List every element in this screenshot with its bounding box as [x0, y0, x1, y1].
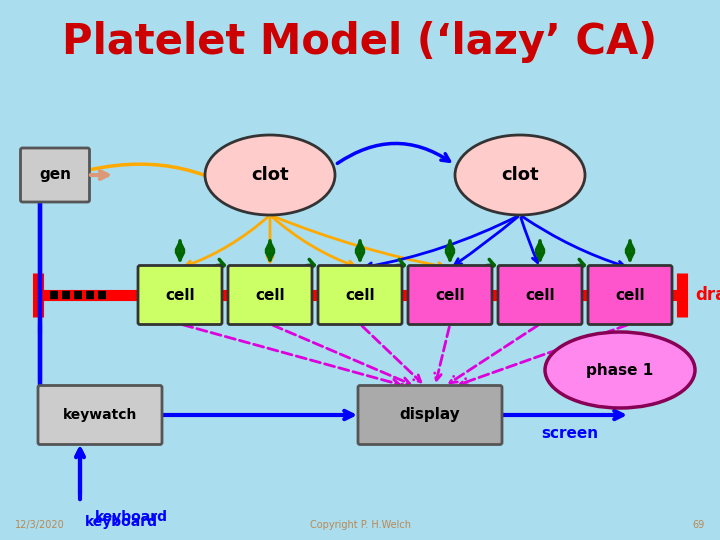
Text: Platelet Model (‘lazy’ CA): Platelet Model (‘lazy’ CA) [63, 21, 657, 63]
Text: cell: cell [345, 287, 375, 302]
Text: clot: clot [251, 166, 289, 184]
Text: 12/3/2020: 12/3/2020 [15, 520, 65, 530]
Text: gen: gen [39, 167, 71, 183]
FancyBboxPatch shape [228, 266, 312, 325]
Text: screen: screen [541, 426, 598, 441]
Ellipse shape [545, 332, 695, 408]
Text: keyboard: keyboard [95, 510, 168, 524]
Text: keywatch: keywatch [63, 408, 138, 422]
Text: cell: cell [255, 287, 285, 302]
Text: draw: draw [695, 286, 720, 304]
FancyBboxPatch shape [408, 266, 492, 325]
Text: keyboard: keyboard [85, 515, 158, 529]
FancyBboxPatch shape [318, 266, 402, 325]
FancyBboxPatch shape [498, 266, 582, 325]
FancyBboxPatch shape [20, 148, 89, 202]
FancyBboxPatch shape [358, 386, 502, 444]
FancyBboxPatch shape [138, 266, 222, 325]
Text: cell: cell [435, 287, 465, 302]
Text: cell: cell [525, 287, 555, 302]
Ellipse shape [455, 135, 585, 215]
Text: cell: cell [615, 287, 645, 302]
Text: 69: 69 [693, 520, 705, 530]
Text: Copyright P. H.Welch: Copyright P. H.Welch [310, 520, 410, 530]
Text: phase 1: phase 1 [586, 362, 654, 377]
FancyBboxPatch shape [38, 386, 162, 444]
Text: cell: cell [165, 287, 195, 302]
FancyBboxPatch shape [588, 266, 672, 325]
Ellipse shape [205, 135, 335, 215]
Text: clot: clot [501, 166, 539, 184]
Text: display: display [400, 408, 460, 422]
